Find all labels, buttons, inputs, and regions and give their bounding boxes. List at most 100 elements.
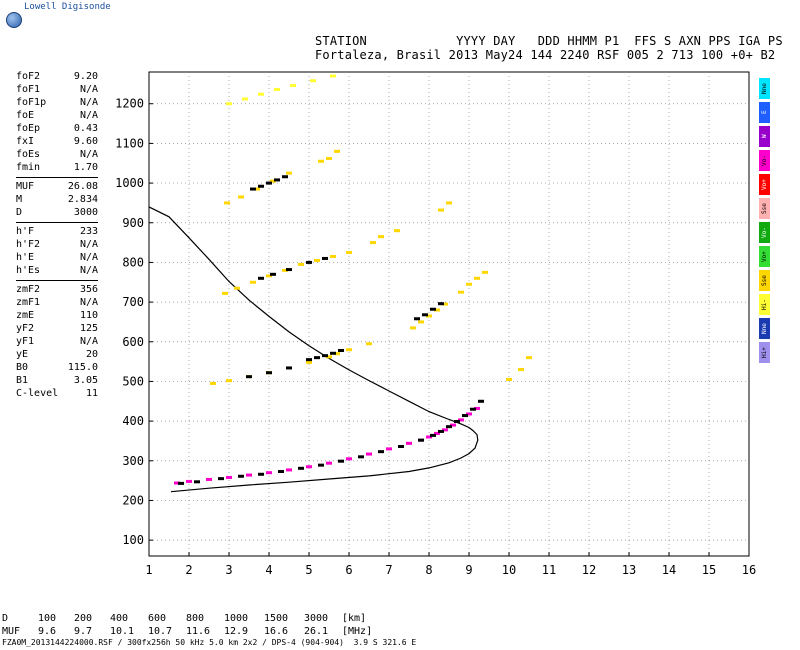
param-separator [16,177,98,178]
param-name: foF1p [16,97,47,108]
echo-point [286,171,292,175]
echo-point [346,457,352,461]
y-tick-label: 200 [122,493,144,507]
table-cell: 10.7 [148,626,173,637]
echo-point [326,355,332,359]
echo-point [194,480,200,484]
table-cell: 9.7 [74,626,93,637]
param-separator [16,222,98,223]
x-tick-label: 10 [502,563,516,577]
echo-point [186,479,192,483]
y-tick-label: 900 [122,216,144,230]
legend-swatch: Vo+ [759,174,770,195]
echo-point [434,431,440,435]
table-cell: [MHz] [342,626,373,637]
echo-point [370,241,376,245]
param-value: N/A [79,239,98,250]
echo-point [526,356,532,360]
echo-point [478,399,484,403]
echo-point [318,159,324,163]
x-tick-label: 16 [742,563,756,577]
param-row: foEs N/A [16,148,98,161]
echo-point [454,420,460,424]
x-tick-label: 7 [385,563,392,577]
param-row: h'Es N/A [16,264,98,277]
table-cell: 200 [74,613,93,624]
legend-label: Vo- [761,227,768,238]
table-cell: 9.6 [38,626,57,637]
param-name: foEs [16,149,41,160]
param-row: h'F 233 [16,225,98,238]
param-value: 233 [79,226,98,237]
y-tick-label: 800 [122,255,144,269]
param-row: h'F2 N/A [16,238,98,251]
param-value: 3000 [73,207,98,218]
echo-point [274,87,280,91]
param-value: 125 [79,323,98,334]
param-row: foEp 0.43 [16,122,98,135]
echo-point [358,455,364,459]
param-value: 20 [85,349,98,360]
echo-point [286,268,292,272]
echo-point [466,282,472,286]
y-tick-label: 1200 [115,97,144,111]
echo-point [466,412,472,416]
param-name: zmF2 [16,284,41,295]
echo-point [406,441,412,445]
y-tick-label: 300 [122,454,144,468]
table-cell: 12.9 [224,626,249,637]
legend-label: E [761,110,768,115]
table-cell: 400 [110,613,129,624]
echo-point [318,463,324,467]
legend-label: Hi- [761,299,768,310]
x-tick-label: 3 [225,563,232,577]
param-value: N/A [79,336,98,347]
x-tick-label: 6 [345,563,352,577]
x-tick-label: 5 [305,563,312,577]
param-row: yE 20 [16,348,98,361]
legend-swatch: Vo- [759,222,770,243]
param-row: foF2 9.20 [16,70,98,83]
legend-label: Nne [761,323,768,334]
echo-point [334,352,340,356]
echo-point [474,276,480,280]
echo-point [210,381,216,385]
param-value: 0.43 [73,123,98,134]
echo-point [414,317,420,321]
param-value: N/A [79,252,98,263]
param-name: foF2 [16,71,41,82]
x-tick-label: 12 [582,563,596,577]
header-values: Fortaleza, Brasil 2013 May24 144 2240 RS… [315,48,776,62]
echo-point [258,472,264,476]
legend-label: Sse [761,203,768,214]
param-row: fxI 9.60 [16,135,98,148]
param-name: yE [16,349,29,360]
table-cell: 16.6 [264,626,289,637]
param-value: 11 [85,388,98,399]
echo-point [282,175,288,179]
param-row: B0 115.0 [16,361,98,374]
y-tick-label: 600 [122,335,144,349]
param-value: 9.20 [73,71,98,82]
param-value: N/A [79,265,98,276]
param-name: M [16,194,23,205]
table-row-label: MUF [2,626,21,637]
polarization-legend: Nne E W Vo- Vo+ Sse Vo- Vo+ Sse Hi- Nne Hi+ [759,78,770,366]
param-row: M 2.834 [16,193,98,206]
echo-point [330,74,336,78]
echo-point [306,358,312,362]
param-name: zmF1 [16,297,41,308]
echo-point [426,435,432,439]
echo-point [206,477,212,481]
table-cell: 1500 [264,613,289,624]
echo-point [474,406,480,410]
echo-point [266,181,272,185]
header-labels: STATION YYYY DAY DDD HHMM P1 FFS S AXN P… [315,34,783,48]
param-value: 356 [79,284,98,295]
table-cell: 26.1 [304,626,329,637]
param-name: h'Es [16,265,41,276]
echo-point [326,156,332,160]
echo-point [438,302,444,306]
param-row: B1 3.05 [16,374,98,387]
